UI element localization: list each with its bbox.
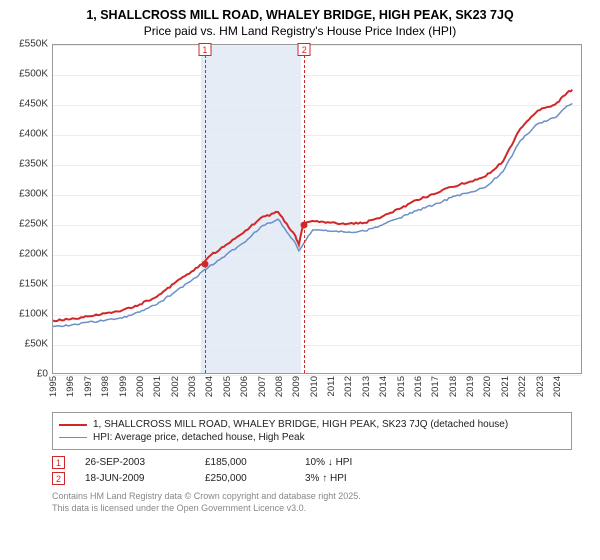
legend-swatch (59, 424, 87, 426)
x-tick-label: 2020 (482, 376, 493, 397)
x-tick-label: 2002 (170, 376, 181, 397)
chart-subtitle: Price paid vs. HM Land Registry's House … (10, 24, 590, 38)
sale-marker-dot (301, 222, 308, 229)
x-tick-label: 2015 (396, 376, 407, 397)
x-tick-label: 2021 (500, 376, 511, 397)
y-tick-label: £100K (19, 309, 48, 320)
legend-label: HPI: Average price, detached house, High… (93, 432, 305, 443)
chart: 12 £0£50K£100K£150K£200K£250K£300K£350K£… (10, 44, 590, 404)
chart-lines (53, 45, 581, 373)
legend: 1, SHALLCROSS MILL ROAD, WHALEY BRIDGE, … (52, 412, 572, 450)
sale-marker-box: 2 (298, 43, 311, 56)
y-tick-label: £450K (19, 99, 48, 110)
x-tick-label: 2008 (274, 376, 285, 397)
legend-label: 1, SHALLCROSS MILL ROAD, WHALEY BRIDGE, … (93, 419, 508, 430)
series-line-hpi (53, 103, 572, 326)
y-tick-label: £50K (25, 339, 48, 350)
footer-line-2: This data is licensed under the Open Gov… (52, 503, 590, 515)
y-tick-label: £550K (19, 39, 48, 50)
x-tick-label: 2009 (291, 376, 302, 397)
x-tick-label: 2017 (430, 376, 441, 397)
x-tick-label: 1998 (100, 376, 111, 397)
x-tick-label: 2005 (222, 376, 233, 397)
sale-marker-line (304, 45, 305, 373)
x-tick-label: 2001 (152, 376, 163, 397)
x-tick-label: 1999 (118, 376, 129, 397)
x-tick-label: 2018 (448, 376, 459, 397)
x-tick-label: 2016 (413, 376, 424, 397)
x-tick-label: 2012 (343, 376, 354, 397)
footer-line-1: Contains HM Land Registry data © Crown c… (52, 491, 590, 503)
x-tick-label: 2013 (361, 376, 372, 397)
sale-marker-dot (201, 261, 208, 268)
x-tick-label: 1996 (65, 376, 76, 397)
sale-price: £185,000 (205, 457, 305, 468)
y-tick-label: £200K (19, 249, 48, 260)
footer-attribution: Contains HM Land Registry data © Crown c… (52, 491, 590, 514)
sale-date: 18-JUN-2009 (85, 473, 205, 484)
x-tick-label: 2003 (187, 376, 198, 397)
sale-row: 1 26-SEP-2003£185,00010% ↓ HPI (52, 456, 590, 469)
sale-marker-line (205, 45, 206, 373)
y-tick-label: £400K (19, 129, 48, 140)
sale-row: 2 18-JUN-2009£250,0003% ↑ HPI (52, 472, 590, 485)
x-tick-label: 2006 (239, 376, 250, 397)
y-tick-label: £150K (19, 279, 48, 290)
y-tick-label: £500K (19, 69, 48, 80)
x-tick-label: 1997 (83, 376, 94, 397)
sale-price: £250,000 (205, 473, 305, 484)
x-tick-label: 2014 (378, 376, 389, 397)
sale-diff: 10% ↓ HPI (305, 457, 405, 468)
y-tick-label: £350K (19, 159, 48, 170)
x-tick-label: 2024 (552, 376, 563, 397)
chart-title: 1, SHALLCROSS MILL ROAD, WHALEY BRIDGE, … (10, 8, 590, 22)
x-tick-label: 2000 (135, 376, 146, 397)
y-tick-label: £0 (37, 369, 48, 380)
x-tick-label: 2007 (257, 376, 268, 397)
plot-area: 12 (52, 44, 582, 374)
x-tick-label: 2004 (204, 376, 215, 397)
legend-swatch (59, 437, 87, 438)
sale-row-marker: 1 (52, 456, 65, 469)
y-tick-label: £250K (19, 219, 48, 230)
legend-item: HPI: Average price, detached house, High… (59, 432, 565, 443)
x-tick-label: 2022 (517, 376, 528, 397)
x-tick-label: 2010 (309, 376, 320, 397)
x-tick-label: 2023 (535, 376, 546, 397)
series-line-property (53, 90, 572, 321)
legend-item: 1, SHALLCROSS MILL ROAD, WHALEY BRIDGE, … (59, 419, 565, 430)
sale-row-marker: 2 (52, 472, 65, 485)
y-tick-label: £300K (19, 189, 48, 200)
x-tick-label: 2019 (465, 376, 476, 397)
sale-marker-box: 1 (198, 43, 211, 56)
sales-table: 1 26-SEP-2003£185,00010% ↓ HPI 2 18-JUN-200… (52, 456, 590, 485)
sale-diff: 3% ↑ HPI (305, 473, 405, 484)
sale-date: 26-SEP-2003 (85, 457, 205, 468)
x-tick-label: 1995 (48, 376, 59, 397)
x-tick-label: 2011 (326, 376, 337, 396)
